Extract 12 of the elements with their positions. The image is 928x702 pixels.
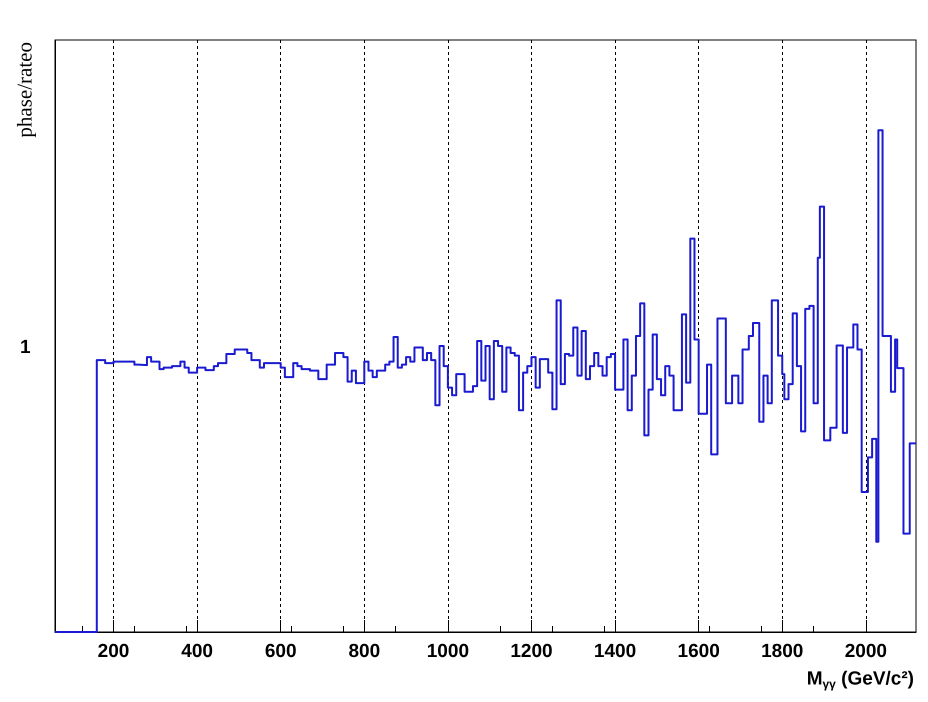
x-tick-label: 1400 xyxy=(594,641,636,662)
x-tick-label: 600 xyxy=(264,641,297,662)
x-tick-label: 1800 xyxy=(761,641,804,662)
x-tick-label: 1000 xyxy=(426,641,470,662)
x-tick-label: 1600 xyxy=(678,641,720,662)
x-tick-label: 800 xyxy=(348,641,380,662)
x-tick-label: 400 xyxy=(181,641,213,662)
text: 1 xyxy=(20,337,31,358)
y-axis-title: phase/rateo xyxy=(12,42,36,138)
x-tick-label: 2000 xyxy=(844,641,887,662)
x-tick-label: 1200 xyxy=(510,641,553,662)
x-tick-label: 200 xyxy=(98,641,130,662)
